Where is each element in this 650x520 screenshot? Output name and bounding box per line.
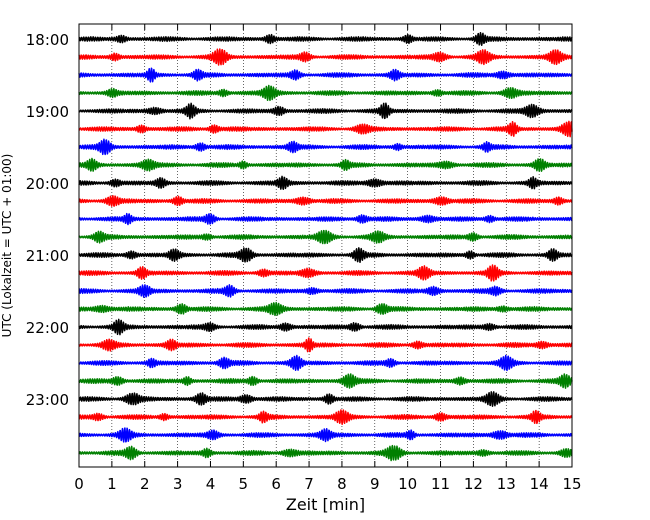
x-axis-ticks: 0 1 2 3 4 5 6 7 8 9 10 11 12 13 14 15: [74, 24, 582, 493]
seismogram-trace-2245: [78, 373, 573, 389]
seismogram-trace-1815: [78, 48, 573, 66]
x-tick-label: 13: [497, 475, 516, 493]
seismogram-trace-2200: [78, 318, 573, 336]
seismogram-trace-2100: [78, 247, 573, 263]
x-tick-label: 10: [398, 475, 417, 493]
trace-group: [78, 31, 573, 462]
seismogram-trace-2300: [78, 391, 573, 407]
y-axis-ticks: 18:00 19:00 20:00 21:00 22:00 23:00: [26, 31, 572, 409]
seismogram-trace-2130: [78, 284, 573, 298]
seismogram-trace-1945: [78, 157, 573, 172]
seismogram-trace-1915: [78, 120, 573, 138]
seismogram-trace-1800: [78, 31, 573, 47]
x-tick-label: 14: [530, 475, 549, 493]
seismogram-trace-2030: [78, 212, 573, 226]
x-tick-label: 9: [370, 475, 380, 493]
seismogram-trace-2330: [78, 427, 573, 443]
x-tick-label: 11: [431, 475, 450, 493]
y-tick-label: 23:00: [26, 391, 69, 409]
seismogram-trace-1830: [78, 67, 573, 83]
x-axis-label: Zeit [min]: [286, 495, 365, 514]
x-tick-label: 15: [562, 475, 581, 493]
seismogram-trace-1930: [78, 138, 573, 156]
x-tick-label: 3: [173, 475, 183, 493]
y-tick-label: 19:00: [26, 103, 69, 121]
y-tick-label: 22:00: [26, 319, 69, 337]
seismogram-trace-2315: [78, 409, 573, 426]
x-tick-label: 4: [206, 475, 216, 493]
x-tick-label: 1: [107, 475, 117, 493]
x-tick-label: 6: [271, 475, 281, 493]
x-tick-label: 8: [337, 475, 347, 493]
seismogram-trace-2230: [78, 354, 573, 372]
y-axis-label: UTC (Lokalzeit = UTC + 01:00): [0, 154, 14, 338]
y-tick-label: 20:00: [26, 175, 69, 193]
seismogram-trace-2000: [78, 175, 573, 191]
x-tick-label: 0: [74, 475, 84, 493]
y-tick-label: 18:00: [26, 31, 69, 49]
seismogram-trace-1900: [78, 102, 573, 120]
x-tick-label: 2: [140, 475, 150, 493]
y-tick-label: 21:00: [26, 247, 69, 265]
grid-lines: [111, 24, 540, 467]
seismogram-trace-2345: [78, 444, 573, 462]
x-tick-label: 12: [464, 475, 483, 493]
seismogram-trace-2145: [78, 301, 573, 317]
seismogram-trace-1845: [78, 84, 573, 102]
plot-frame: [78, 23, 573, 468]
seismogram-trace-2015: [78, 195, 573, 207]
seismogram-trace-2045: [78, 229, 573, 245]
seismogram-trace-2115: [78, 264, 573, 282]
seismogram-trace-2215: [78, 337, 573, 353]
x-tick-label: 5: [239, 475, 249, 493]
x-tick-label: 7: [304, 475, 314, 493]
